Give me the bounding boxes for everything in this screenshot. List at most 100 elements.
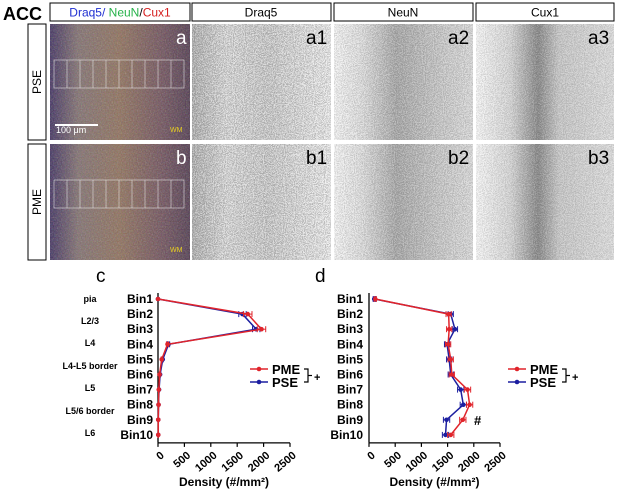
data-point [458,387,464,392]
category-label: Bin10 [120,428,153,442]
layer-label: L2/3 [81,316,99,326]
data-point [444,417,449,423]
legend-label: PME [530,362,559,377]
data-point [467,402,472,408]
data-point [448,432,454,438]
panel-a2-neun: a2 [334,24,473,140]
data-point [245,311,251,317]
data-point [372,296,378,302]
row-label-pme: PME [30,189,44,215]
data-point [155,417,161,423]
legend-label: PME [272,362,301,377]
header-slash: / [139,6,143,20]
legend-marker [514,379,520,385]
category-label: Bin5 [127,352,153,366]
data-point [165,342,170,347]
category-label: Bin1 [127,292,153,306]
legend-label: PSE [272,375,298,390]
category-label: Bin8 [337,398,363,412]
x-tick-label: 1500 [220,450,246,475]
data-point [443,432,448,438]
category-label: Bin9 [337,413,363,427]
legend-marker [256,366,262,372]
layer-label: L6 [85,428,96,438]
legend-marker [514,366,520,372]
panel-b-fluorescence: WM b [50,144,190,260]
data-point [452,326,458,332]
series-line [157,298,263,435]
region-label: ACC [3,4,42,24]
panel-label-a2: a2 [448,28,469,49]
row-labels: PSE PME [27,23,47,261]
header-cux1-label: Cux1 [143,6,171,20]
x-tick-label: 1000 [404,450,430,475]
layer-label: pia [83,294,97,304]
category-label: Bin3 [127,322,153,336]
significance-marker: + [572,372,578,384]
chart-panel-label-d: d [315,266,326,287]
panel-label-a3: a3 [588,28,609,49]
series-line [375,298,471,436]
layer-label: L4 [85,338,96,348]
panel-b1-draq5: b1 [192,144,331,260]
data-point [155,296,161,302]
legend-bracket [562,368,567,383]
data-point [159,357,164,362]
header-col3: Cux1 [531,6,559,20]
series-line [374,298,465,435]
panel-label-b1: b1 [306,148,327,169]
data-point [155,432,161,438]
layer-labels: pia L2/3 L4 L4-L5 border L5 L5/6 border … [62,294,118,438]
category-label: Bin2 [127,307,153,321]
panel-b2-neun: b2 [334,144,473,260]
category-label: Bin7 [127,383,153,397]
panel-a-fluorescence: 100 μm WM a [50,24,190,140]
legend-label: PSE [530,375,556,390]
category-label: Bin4 [127,337,153,351]
data-point [446,326,452,332]
category-label: Bin7 [337,383,363,397]
data-point [156,387,162,392]
panel-b3-cux1: b3 [476,144,614,260]
panel-label-b3: b3 [588,148,609,169]
wm-label: WM [170,127,183,134]
header-col1: Draq5 [245,6,278,20]
category-label: Bin8 [127,398,153,412]
x-tick-label: 0 [154,450,166,463]
panel-label-a: a [176,28,187,49]
x-tick-label: 1500 [430,450,456,475]
x-tick-label: 0 [365,450,377,463]
data-point [460,417,466,423]
panel-a3-cux1: a3 [476,24,614,140]
panel-label-b2: b2 [448,148,469,169]
data-point [156,402,161,408]
category-label: Bin5 [337,352,363,366]
x-tick-label: 2500 [272,450,298,475]
category-label: Bin10 [330,428,363,442]
data-point [448,357,454,362]
legend-bracket [304,368,309,383]
header-col2: NeuN [388,6,419,20]
category-label: Bin6 [127,368,153,382]
legend-marker [256,379,262,385]
annotation-label: # [474,413,482,428]
series-line [157,298,258,435]
category-label: Bin9 [127,413,153,427]
x-tick-label: 2000 [246,450,272,475]
row-label-pse: PSE [30,70,44,94]
micrograph-grid: 100 μm WM a a1 a2 a3 [50,24,614,260]
panel-label-b: b [176,148,187,169]
data-point [461,402,466,408]
x-tick-label: 2500 [482,450,508,475]
x-tick-label: 500 [171,450,193,471]
x-axis-label: Density (#/mm²) [179,475,269,489]
layer-label: L5/6 border [65,406,115,416]
header-merged: Draq5/ NeuN/Cux1 [69,6,171,20]
x-tick-label: 500 [382,450,404,471]
layer-label: L4-L5 border [62,361,118,371]
data-point [446,311,451,317]
header-neun-label: NeuN [105,6,139,20]
